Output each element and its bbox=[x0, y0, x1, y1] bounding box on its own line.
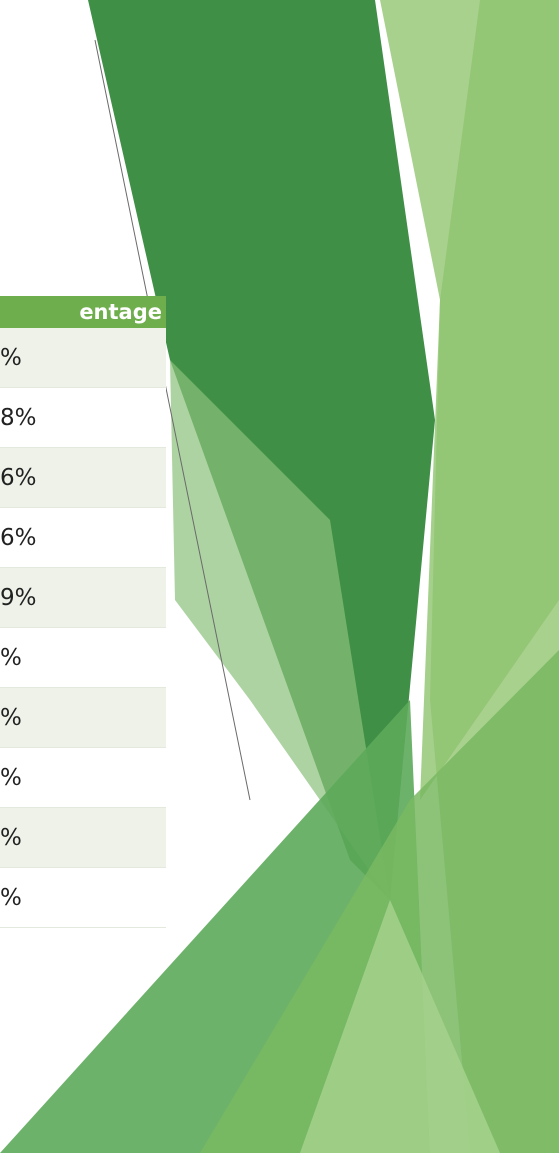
shape bbox=[300, 900, 500, 1153]
table-cell: 9% bbox=[0, 568, 166, 628]
table-cell: 6% bbox=[0, 508, 166, 568]
table-header: entage bbox=[0, 296, 166, 328]
table-cell: 6% bbox=[0, 448, 166, 508]
shape bbox=[170, 360, 390, 900]
table-cell: % bbox=[0, 628, 166, 688]
thin-line bbox=[94, 39, 251, 801]
table-cell: 8% bbox=[0, 388, 166, 448]
table-cell: % bbox=[0, 808, 166, 868]
table-cell: % bbox=[0, 688, 166, 748]
table: entage % 8% 6% 6% 9%%%%%% bbox=[0, 296, 166, 928]
shape bbox=[420, 0, 559, 800]
table-cell: % bbox=[0, 748, 166, 808]
table-cell: % bbox=[0, 868, 166, 928]
table-cell: % bbox=[0, 328, 166, 388]
shape bbox=[200, 650, 559, 1153]
